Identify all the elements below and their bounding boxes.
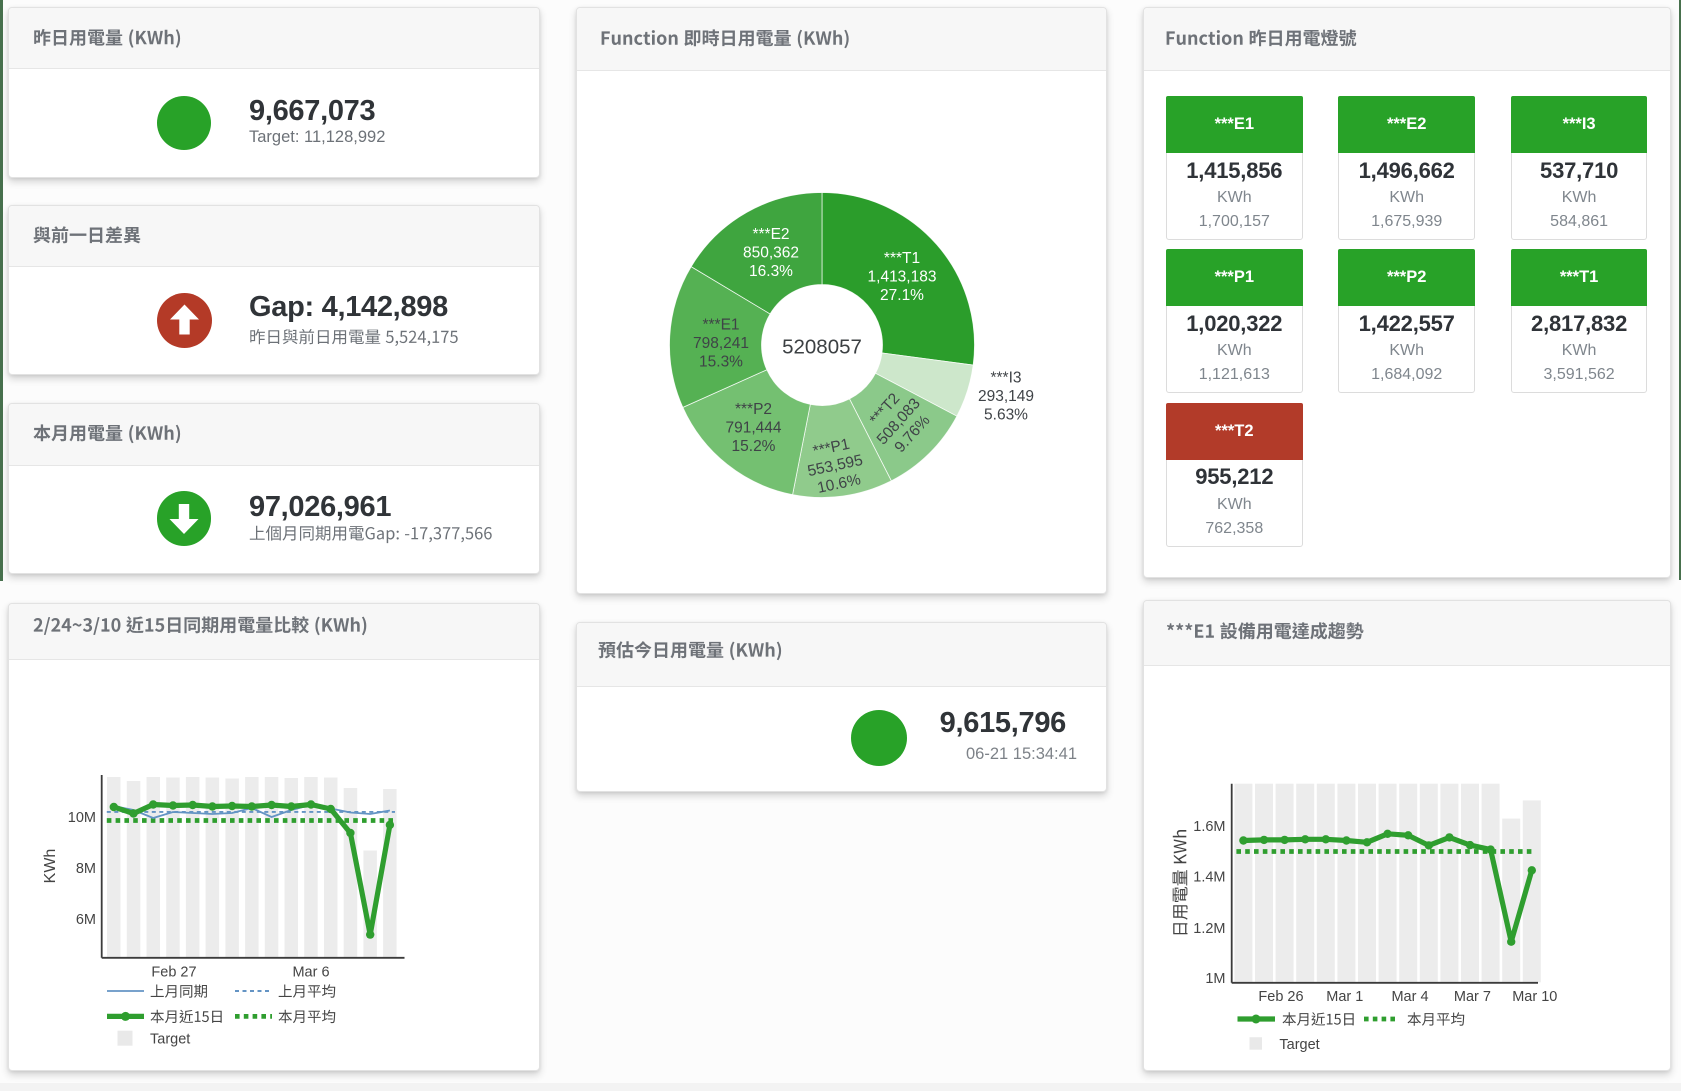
svg-text:1,413,183: 1,413,183 <box>868 269 937 286</box>
svg-text:1.2M: 1.2M <box>1193 921 1225 937</box>
svg-text:798,241: 798,241 <box>693 335 749 352</box>
svg-text:8M: 8M <box>76 861 96 877</box>
svg-text:***I3: ***I3 <box>990 370 1021 387</box>
svg-text:***P2: ***P2 <box>735 401 772 418</box>
svg-text:KWh: KWh <box>42 849 59 884</box>
svg-text:Mar 4: Mar 4 <box>1391 989 1428 1005</box>
svg-text:10M: 10M <box>68 810 96 826</box>
svg-text:Mar 1: Mar 1 <box>1326 989 1363 1005</box>
svg-text:1M: 1M <box>1205 971 1225 987</box>
svg-text:Feb 26: Feb 26 <box>1258 989 1303 1005</box>
svg-text:Mar 7: Mar 7 <box>1454 989 1491 1005</box>
svg-text:1.4M: 1.4M <box>1193 870 1225 886</box>
svg-text:***E2: ***E2 <box>752 226 789 243</box>
svg-text:850,362: 850,362 <box>743 245 799 262</box>
svg-text:27.1%: 27.1% <box>880 287 924 304</box>
svg-text:Feb 27: Feb 27 <box>151 965 196 981</box>
svg-text:Mar 6: Mar 6 <box>292 965 329 981</box>
svg-text:16.3%: 16.3% <box>749 263 793 280</box>
svg-text:15.2%: 15.2% <box>732 438 776 455</box>
svg-text:5.63%: 5.63% <box>984 407 1028 424</box>
svg-text:15.3%: 15.3% <box>699 354 743 371</box>
svg-text:***T1: ***T1 <box>884 250 920 267</box>
svg-text:5208057: 5208057 <box>782 336 862 359</box>
svg-text:1.6M: 1.6M <box>1193 819 1225 835</box>
svg-text:6M: 6M <box>76 912 96 928</box>
svg-text:***E1: ***E1 <box>702 317 739 334</box>
svg-text:293,149: 293,149 <box>978 388 1034 405</box>
svg-text:791,444: 791,444 <box>725 420 781 437</box>
svg-text:Target: Target <box>150 1032 190 1048</box>
svg-text:Mar 10: Mar 10 <box>1512 989 1557 1005</box>
svg-text:Target: Target <box>1279 1037 1319 1053</box>
